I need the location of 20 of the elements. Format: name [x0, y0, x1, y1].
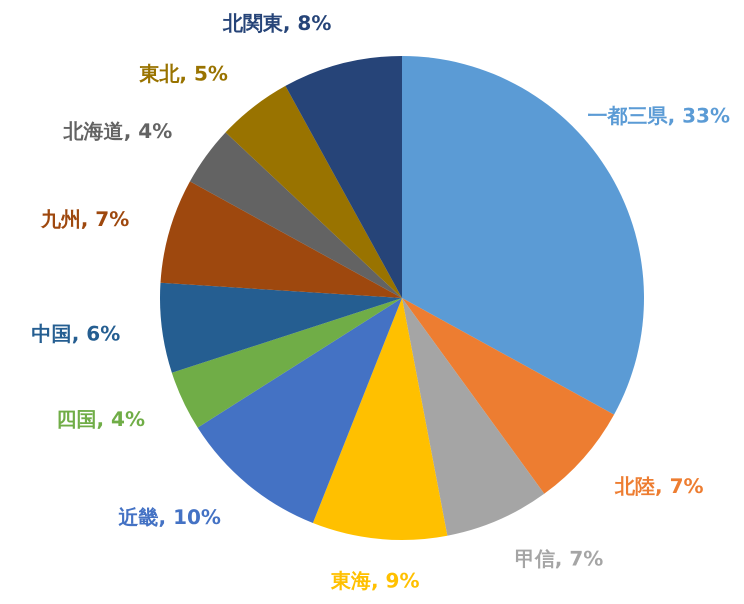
pie-slice — [172, 298, 402, 428]
pie-slice — [402, 298, 544, 536]
slice-label: 九州, 7% — [40, 206, 130, 231]
slice-label: 一都三県, 33% — [588, 103, 730, 128]
slice-label: 中国, 6% — [32, 322, 120, 346]
slice-label: 四国, 4% — [56, 406, 146, 431]
slice-label: 東海, 9% — [330, 568, 420, 593]
slice-label: 東北, 5% — [138, 62, 228, 86]
slice-label: 北海道, 4% — [62, 119, 172, 144]
slice-label: 北関東, 8% — [222, 10, 332, 35]
pie-slice — [402, 298, 614, 494]
pie-slice — [285, 56, 402, 298]
pie-slice — [226, 86, 402, 298]
pie-slice — [160, 181, 402, 298]
slice-label: 近畿, 10% — [118, 504, 221, 529]
slice-label: 北陸, 7% — [614, 474, 704, 498]
pie-slice — [190, 132, 402, 298]
pie-slice — [160, 282, 402, 373]
slice-label: 甲信, 7% — [514, 546, 604, 571]
pie-slice — [312, 298, 448, 540]
